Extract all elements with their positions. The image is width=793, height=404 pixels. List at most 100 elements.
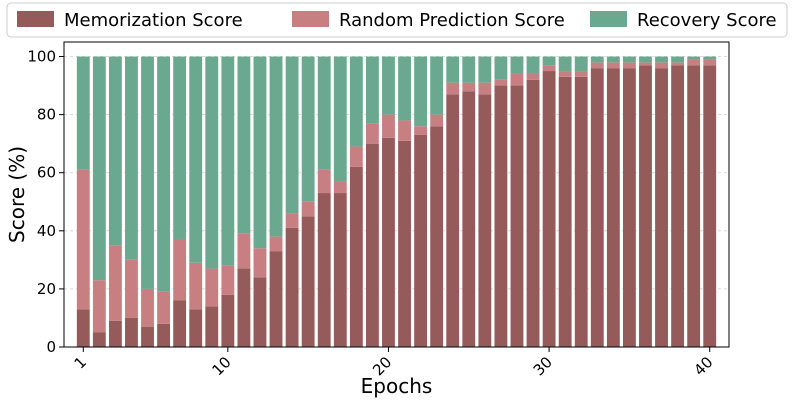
bar-series2-epoch-38	[671, 62, 685, 66]
legend-swatch-1	[17, 11, 54, 27]
bar-series2-epoch-3	[108, 245, 122, 321]
bar-series3-epoch-36	[639, 56, 652, 63]
x-axis-title: Epochs	[361, 374, 433, 398]
bar-series1-epoch-1	[76, 309, 90, 347]
bar-series2-epoch-4	[125, 259, 138, 318]
bar-series3-epoch-11	[237, 56, 251, 234]
bar-series3-epoch-23	[430, 56, 444, 115]
bar-series3-epoch-13	[269, 56, 283, 237]
legend: Memorization Score Random Prediction Scor…	[6, 2, 788, 38]
bar-series2-epoch-39	[687, 59, 701, 66]
bar-series3-epoch-28	[510, 56, 524, 74]
legend-swatch-3	[590, 11, 627, 27]
bar-series3-epoch-16	[317, 56, 331, 170]
bar-series3-epoch-31	[558, 56, 572, 72]
y-tick-label-60: 60	[37, 164, 56, 182]
bar-series2-epoch-9	[205, 268, 219, 307]
bar-series3-epoch-1	[76, 56, 90, 170]
bar-series1-epoch-24	[446, 94, 460, 348]
bar-series1-epoch-26	[478, 94, 492, 348]
bar-series3-epoch-32	[574, 56, 588, 72]
bar-series3-epoch-30	[542, 56, 556, 66]
bar-series2-epoch-5	[141, 288, 154, 327]
bar-series1-epoch-33	[590, 68, 604, 348]
bar-series2-epoch-7	[173, 239, 187, 301]
bar-series2-epoch-36	[639, 62, 652, 66]
bar-series2-epoch-6	[157, 291, 171, 324]
bar-series1-epoch-35	[622, 68, 636, 348]
bar-series3-epoch-34	[606, 56, 620, 63]
bar-series2-epoch-14	[285, 213, 299, 228]
bars	[76, 56, 717, 348]
bar-series2-epoch-8	[189, 262, 203, 310]
bar-series3-epoch-26	[478, 56, 492, 83]
bar-series1-epoch-15	[301, 216, 315, 347]
bar-series1-epoch-2	[92, 332, 106, 347]
bar-series1-epoch-9	[205, 306, 219, 347]
bar-series2-epoch-30	[542, 65, 556, 72]
bar-series3-epoch-3	[108, 56, 122, 246]
bar-series3-epoch-18	[349, 56, 363, 147]
bar-series3-epoch-15	[301, 56, 315, 202]
bar-series2-epoch-17	[333, 181, 347, 194]
bar-series1-epoch-14	[285, 227, 299, 347]
bar-series3-epoch-38	[671, 56, 685, 63]
bar-series1-epoch-3	[108, 320, 122, 347]
y-tick-label-40: 40	[37, 222, 56, 240]
legend-label-1: Memorization Score	[64, 10, 243, 31]
bar-series3-epoch-14	[285, 56, 299, 214]
bar-series2-epoch-15	[301, 201, 315, 217]
bar-series1-epoch-17	[333, 193, 347, 347]
bar-series1-epoch-21	[398, 140, 411, 347]
bar-series1-epoch-38	[671, 65, 685, 347]
y-tick-label-100: 100	[27, 48, 56, 66]
bar-series3-epoch-12	[253, 56, 267, 249]
bar-series3-epoch-35	[622, 56, 636, 63]
bar-series2-epoch-27	[494, 79, 508, 86]
bar-series2-epoch-16	[317, 169, 331, 194]
bar-series1-epoch-22	[414, 134, 428, 347]
bar-series3-epoch-27	[494, 56, 508, 80]
bar-series2-epoch-35	[622, 62, 636, 69]
bar-series1-epoch-23	[430, 126, 444, 347]
bar-series1-epoch-36	[639, 65, 652, 347]
bar-series1-epoch-34	[606, 68, 620, 348]
x-tick-label-30: 30	[530, 353, 556, 379]
bar-series2-epoch-10	[221, 265, 235, 295]
bar-series1-epoch-5	[141, 326, 154, 347]
bar-series3-epoch-20	[382, 56, 395, 115]
bar-series1-epoch-8	[189, 309, 203, 347]
bar-series1-epoch-12	[253, 277, 267, 347]
bar-series2-epoch-32	[574, 71, 588, 77]
plot-frame	[63, 41, 730, 348]
bar-series1-epoch-10	[221, 294, 235, 347]
bar-series1-epoch-20	[382, 137, 395, 347]
bar-series3-epoch-19	[365, 56, 379, 124]
bar-series2-epoch-12	[253, 248, 267, 278]
bar-series3-epoch-39	[687, 56, 701, 60]
bar-series1-epoch-31	[558, 76, 572, 347]
x-tick-label-10: 10	[208, 353, 234, 379]
bar-series1-epoch-25	[462, 91, 476, 347]
bar-series3-epoch-8	[189, 56, 203, 263]
bar-series2-epoch-28	[510, 73, 524, 86]
bar-series1-epoch-16	[317, 193, 331, 347]
bar-series1-epoch-29	[526, 79, 540, 347]
bar-series1-epoch-7	[173, 300, 187, 347]
bar-series3-epoch-9	[205, 56, 219, 269]
bar-series2-epoch-2	[92, 280, 106, 333]
bar-series2-epoch-34	[606, 62, 620, 69]
legend-swatch-2	[292, 11, 329, 27]
bar-series1-epoch-18	[349, 166, 363, 347]
bar-series2-epoch-1	[76, 169, 90, 310]
bar-series2-epoch-40	[703, 59, 717, 66]
bar-series3-epoch-6	[157, 56, 171, 292]
x-tick-label-40: 40	[690, 353, 716, 379]
bar-series1-epoch-28	[510, 85, 524, 348]
legend-label-3: Recovery Score	[637, 10, 777, 31]
bar-series1-epoch-4	[125, 317, 138, 347]
bar-series3-epoch-40	[703, 56, 717, 60]
bar-series2-epoch-33	[590, 62, 604, 69]
bar-series2-epoch-13	[269, 236, 283, 252]
bar-series1-epoch-30	[542, 71, 556, 348]
